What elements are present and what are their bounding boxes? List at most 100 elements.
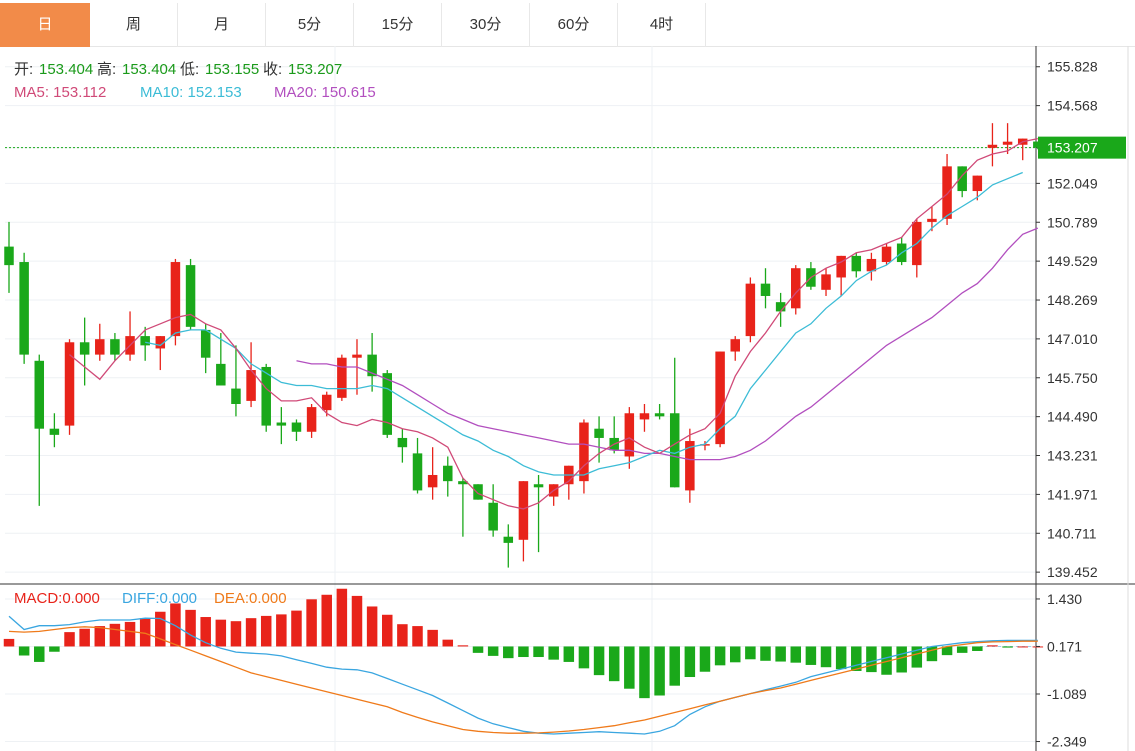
macd-bar (866, 646, 877, 673)
y-tick-label: 155.828 (1047, 59, 1098, 75)
tab-5[interactable]: 30分 (442, 3, 530, 47)
candle-body (715, 351, 725, 445)
y-tick-label: 143.231 (1047, 448, 1098, 464)
candle-body (518, 481, 529, 540)
macd-bar (745, 646, 756, 660)
macd-bar (49, 646, 60, 652)
macd-bar (170, 603, 181, 647)
candle-body (337, 357, 347, 398)
macd-bar (366, 606, 378, 647)
dea-info: DEA:0.000 (214, 590, 287, 607)
macd-bar (64, 632, 75, 647)
candle-body (458, 481, 468, 485)
candle-body (972, 175, 983, 192)
macd-bar (820, 646, 832, 668)
candle-body (170, 262, 181, 337)
y-tick-label: 152.049 (1047, 175, 1098, 191)
ma10-info: MA10: 152.153 (140, 84, 242, 101)
macd-bar (987, 645, 998, 647)
macd-bar (851, 646, 862, 671)
macd-bar (805, 646, 817, 665)
timeframe-tabs: 日周月 5分 15分 30分 60分 4时 (0, 0, 1135, 47)
candle-body (821, 274, 831, 290)
m-y-tick-label: 0.171 (1047, 638, 1082, 654)
candle-body (95, 339, 105, 355)
candle-body (942, 166, 952, 219)
macd-bar (457, 645, 469, 647)
y-tick-label: 141.971 (1047, 486, 1098, 502)
macd-bar (291, 610, 302, 647)
macd-bar (503, 646, 514, 659)
macd-bar (245, 618, 257, 647)
macd-bar (155, 611, 166, 647)
candle-body (306, 407, 317, 432)
candle-body (533, 484, 544, 488)
macd-bar (790, 646, 802, 663)
macd-bar (215, 619, 227, 647)
candle-body (927, 218, 937, 222)
macd-bar (442, 639, 454, 647)
ohlc-label: 开: (14, 61, 33, 78)
tab-1[interactable]: 周 (90, 3, 178, 47)
candle-body (745, 283, 756, 337)
candle-body (775, 302, 786, 312)
candle-body (367, 354, 377, 377)
tab-7[interactable]: 4时 (618, 3, 706, 47)
macd-bar (34, 646, 45, 662)
candle-body (730, 339, 740, 352)
candle-body (231, 388, 241, 404)
ohlc-label: 收: (263, 61, 282, 78)
macd-bar (351, 595, 363, 647)
candle-body (34, 360, 45, 429)
candle-body (19, 262, 29, 355)
candle-body (1033, 141, 1043, 148)
macd-bar (18, 646, 30, 656)
macd-bar (835, 646, 847, 670)
y-tick-label: 140.711 (1047, 525, 1097, 541)
candle-body (473, 484, 483, 500)
macd-bar (1017, 646, 1028, 648)
macd-bar (1002, 646, 1013, 648)
candle-body (200, 329, 211, 358)
candle-body (624, 413, 635, 457)
candle-body (503, 536, 514, 543)
macd-bar (578, 646, 590, 669)
candle-body (321, 394, 332, 411)
macd-bar (714, 646, 726, 666)
macd-bar (911, 646, 923, 668)
candle-body (246, 370, 256, 401)
macd-bar (382, 614, 393, 647)
diff-line (8, 615, 1038, 735)
macd-bar (487, 646, 499, 656)
candle-body (79, 342, 90, 355)
candle-body (276, 422, 287, 426)
macd-bar (230, 621, 242, 647)
tab-2[interactable]: 月 (178, 3, 266, 47)
last-price-label: 153.207 (1047, 140, 1098, 156)
candle-body (352, 354, 362, 358)
candle-body (669, 413, 680, 488)
macd-bar (336, 588, 348, 647)
candle-body (140, 336, 150, 346)
ohlc-value: 153.207 (288, 61, 342, 78)
macd-bar (956, 646, 968, 653)
ma5-info: MA5: 153.112 (14, 84, 106, 101)
candle-body (700, 444, 710, 446)
macd-bar (624, 646, 635, 689)
candle-body (579, 422, 589, 482)
candle-body (397, 437, 408, 448)
candle-body (836, 255, 846, 278)
tab-6[interactable]: 60分 (530, 3, 618, 47)
macd-bar (200, 617, 211, 647)
tab-3[interactable]: 5分 (266, 3, 354, 47)
ohlc-value: 153.155 (205, 61, 259, 78)
ohlc-label: 高: (97, 61, 116, 78)
tab-4[interactable]: 15分 (354, 3, 442, 47)
tab-0[interactable]: 日 (0, 3, 90, 47)
macd-bar (185, 609, 196, 647)
macd-bar (124, 621, 136, 647)
y-tick-label: 144.490 (1047, 409, 1098, 425)
y-tick-label: 145.750 (1047, 370, 1098, 386)
macd-bar (533, 646, 544, 658)
macd-bar (563, 646, 575, 662)
